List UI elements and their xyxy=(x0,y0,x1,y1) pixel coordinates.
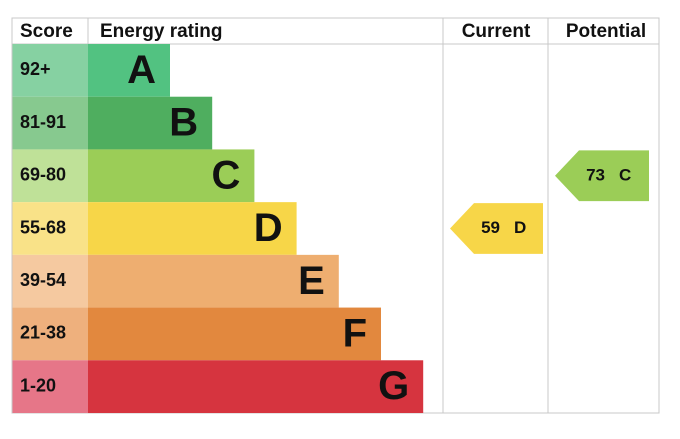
score-cell xyxy=(12,96,88,150)
score-cell xyxy=(12,149,88,203)
header-score: Score xyxy=(20,21,73,42)
rating-bar xyxy=(88,202,297,255)
rating-letter: A xyxy=(127,48,156,92)
rating-bar xyxy=(88,254,339,308)
score-label: 81-91 xyxy=(20,112,66,132)
rating-letter: F xyxy=(343,311,367,355)
potential-letter: C xyxy=(619,165,631,184)
current-arrow xyxy=(450,203,543,254)
header-rating: Energy rating xyxy=(100,21,222,42)
score-cell xyxy=(12,254,88,308)
score-cell xyxy=(12,360,88,413)
rating-bar xyxy=(88,307,381,361)
score-label: 92+ xyxy=(20,59,51,79)
header-potential: Potential xyxy=(566,21,646,42)
score-cell xyxy=(12,202,88,255)
rating-letter: B xyxy=(169,101,198,145)
rating-letter: C xyxy=(212,153,241,197)
rating-letter: E xyxy=(298,259,325,303)
current-value: 59 xyxy=(481,218,500,237)
rating-letter: G xyxy=(378,364,409,408)
header-current: Current xyxy=(462,21,531,42)
score-label: 21-38 xyxy=(20,323,66,343)
score-label: 55-68 xyxy=(20,217,66,237)
score-label: 69-80 xyxy=(20,165,66,185)
score-label: 1-20 xyxy=(20,375,56,395)
rating-bar xyxy=(88,96,213,150)
score-cell xyxy=(12,44,88,97)
score-label: 39-54 xyxy=(20,270,66,290)
rating-bar xyxy=(88,44,170,97)
rating-bar xyxy=(88,360,424,413)
score-cell xyxy=(12,307,88,361)
rating-bar xyxy=(88,149,255,203)
potential-arrow xyxy=(555,150,649,202)
current-letter: D xyxy=(514,218,526,237)
rating-letter: D xyxy=(254,206,283,250)
potential-value: 73 xyxy=(586,165,605,184)
